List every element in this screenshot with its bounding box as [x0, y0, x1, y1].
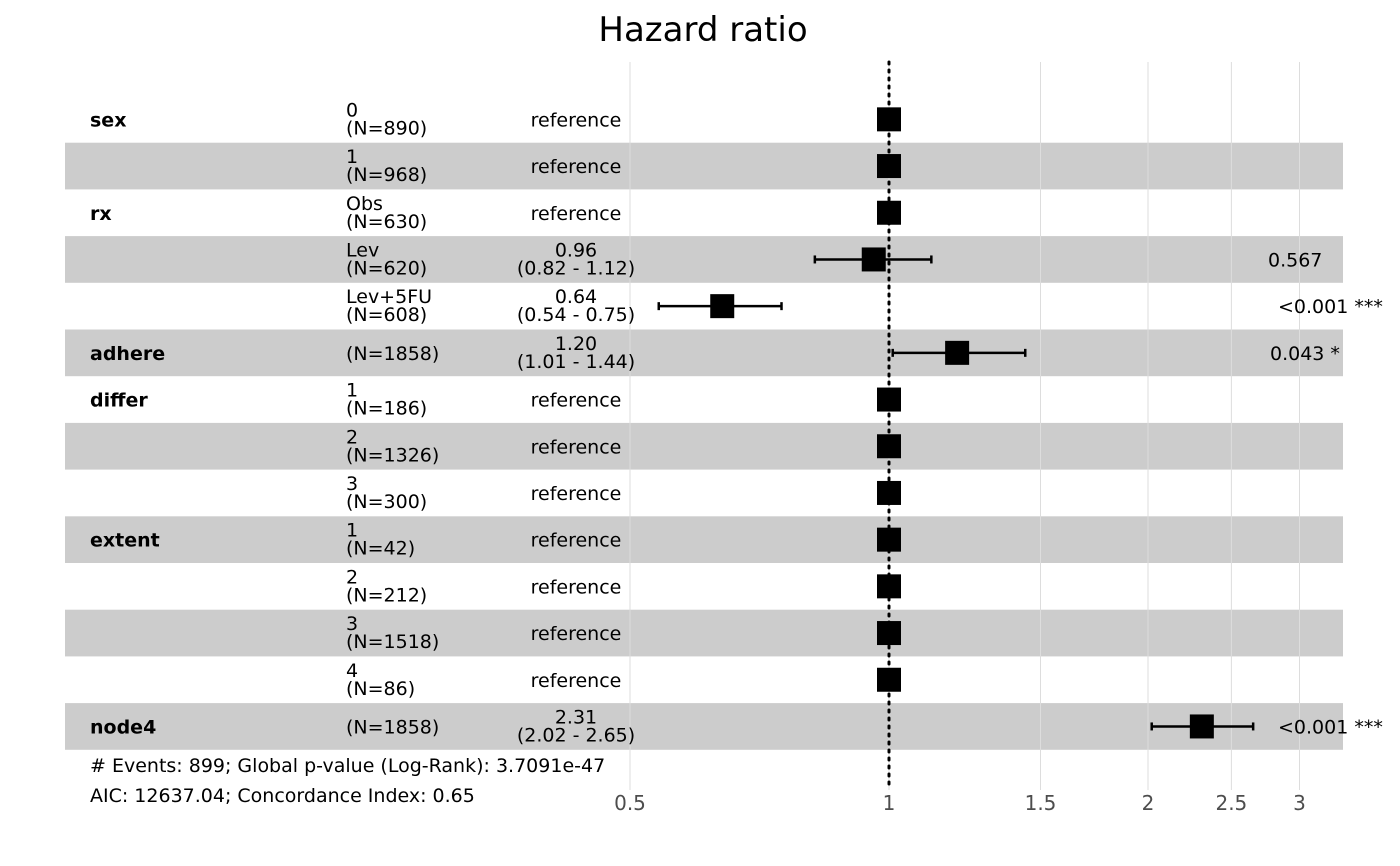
p-value-label: 0.567 [1268, 249, 1322, 271]
row-stripe [65, 703, 1343, 750]
level-label: 1 [346, 380, 358, 402]
footnote-events: # Events: 899; Global p-value (Log-Rank)… [90, 755, 605, 777]
level-label: 3 [346, 473, 358, 495]
hazard-marker [877, 154, 901, 179]
hazard-marker [877, 107, 901, 132]
estimate-label: reference [531, 390, 622, 412]
hazard-marker [1189, 714, 1214, 739]
estimate-label: reference [531, 530, 622, 552]
x-tick-label: 1.5 [1025, 791, 1057, 815]
hazard-marker [877, 480, 901, 505]
n-label: (N=86) [346, 678, 415, 700]
n-label: (N=1858) [346, 716, 439, 738]
level-label: Lev+5FU [346, 286, 432, 308]
estimate-label: 1.20 [555, 333, 597, 355]
estimate-label: reference [531, 483, 622, 505]
n-label: (N=1858) [346, 343, 439, 365]
level-label: 1 [346, 146, 358, 168]
row-stripe [65, 236, 1343, 283]
n-label: (N=890) [346, 117, 427, 139]
hazard-marker [877, 527, 901, 552]
row-stripes [65, 142, 1343, 750]
level-label: 1 [346, 520, 358, 542]
hazard-markers [657, 107, 1255, 739]
estimate-label: reference [531, 203, 622, 225]
n-label: (N=608) [346, 304, 427, 326]
p-value-label: 0.043 * [1270, 343, 1340, 365]
row-stripe [65, 422, 1343, 470]
n-label: (N=42) [346, 538, 415, 560]
hazard-marker [877, 574, 901, 599]
x-tick-labels: 0.5 1 1.5 2 2.5 3 [614, 791, 1306, 815]
level-label: 3 [346, 613, 358, 635]
hazard-marker [710, 294, 735, 319]
ci-label: (0.82 - 1.12) [517, 257, 635, 279]
ci-label: (0.54 - 0.75) [517, 304, 635, 326]
x-tick-label: 1 [883, 791, 896, 815]
level-label: Obs [346, 193, 383, 215]
chart-title: Hazard ratio [598, 10, 807, 50]
n-label: (N=620) [346, 257, 427, 279]
n-label: (N=186) [346, 398, 427, 420]
x-tick-label: 3 [1293, 791, 1306, 815]
level-label: 0 [346, 99, 358, 121]
ci-label: (1.01 - 1.44) [517, 351, 635, 373]
hazard-marker [877, 667, 901, 692]
hazard-marker [877, 621, 901, 646]
n-label: (N=1326) [346, 444, 439, 466]
row-stripe [65, 609, 1343, 657]
level-label: Lev [346, 239, 379, 261]
row-stripe [65, 329, 1343, 377]
ci-label: (2.02 - 2.65) [517, 724, 635, 746]
row-stripe [65, 142, 1343, 190]
hazard-marker [861, 247, 886, 272]
x-tick-label: 2 [1142, 791, 1155, 815]
variable-label: adhere [90, 343, 165, 365]
p-value-label: <0.001 *** [1278, 296, 1383, 318]
x-tick-label: 0.5 [614, 791, 646, 815]
n-label: (N=630) [346, 211, 427, 233]
hazard-marker [877, 387, 901, 412]
hazard-marker [877, 200, 901, 225]
hazard-marker [945, 340, 970, 365]
n-label: (N=212) [346, 584, 427, 606]
estimate-label: reference [531, 109, 622, 131]
hazard-marker [877, 434, 901, 459]
estimate-label: reference [531, 156, 622, 178]
n-label: (N=968) [346, 164, 427, 186]
variable-label: sex [90, 109, 126, 131]
footnote-aic: AIC: 12637.04; Concordance Index: 0.65 [90, 785, 475, 807]
estimate-label: 2.31 [555, 706, 597, 728]
x-tick-label: 2.5 [1215, 791, 1247, 815]
row-stripe [65, 516, 1343, 563]
variable-label: extent [90, 530, 160, 552]
variable-label: rx [90, 203, 112, 225]
estimate-label: 0.64 [555, 286, 597, 308]
estimate-label: reference [531, 623, 622, 645]
variable-label: node4 [90, 716, 156, 738]
estimate-label: 0.96 [555, 239, 597, 261]
estimate-label: reference [531, 436, 622, 458]
n-label: (N=1518) [346, 631, 439, 653]
level-label: 2 [346, 426, 358, 448]
estimate-label: reference [531, 576, 622, 598]
estimate-label: reference [531, 670, 622, 692]
n-label: (N=300) [346, 491, 427, 513]
level-label: 4 [346, 660, 358, 682]
p-value-label: <0.001 *** [1278, 716, 1383, 738]
level-label: 2 [346, 566, 358, 588]
variable-label: differ [90, 390, 148, 412]
